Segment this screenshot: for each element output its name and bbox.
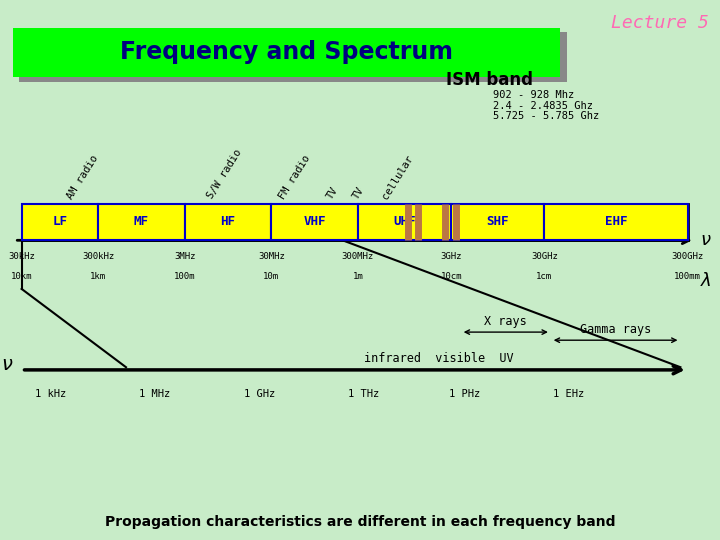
Text: 1 MHz: 1 MHz [139, 389, 171, 399]
Text: Propagation characteristics are different in each frequency band: Propagation characteristics are differen… [104, 515, 616, 529]
Text: Frequency and Spectrum: Frequency and Spectrum [120, 40, 453, 64]
Text: TV: TV [325, 185, 341, 201]
Text: 3GHz: 3GHz [441, 252, 462, 261]
Text: 3MHz: 3MHz [174, 252, 196, 261]
Text: Lecture 5: Lecture 5 [611, 14, 709, 31]
Bar [22, 204, 98, 240]
Text: 2.4 - 2.4835 Ghz: 2.4 - 2.4835 Ghz [493, 100, 593, 111]
Bar [13, 28, 560, 77]
Bar [358, 204, 451, 240]
Text: 300GHz: 300GHz [672, 252, 703, 261]
Text: 10cm: 10cm [441, 272, 462, 281]
Text: 100m: 100m [174, 272, 196, 281]
Bar [271, 204, 358, 240]
Text: S/W radio: S/W radio [205, 148, 243, 201]
Text: HF: HF [220, 215, 235, 228]
Text: ISM band: ISM band [446, 71, 534, 89]
Text: 1 EHz: 1 EHz [553, 389, 585, 399]
Text: 1 THz: 1 THz [348, 389, 379, 399]
Text: X rays: X rays [485, 315, 527, 328]
Text: 1 PHz: 1 PHz [449, 389, 480, 399]
Text: 1m: 1m [353, 272, 364, 281]
Text: FM radio: FM radio [277, 153, 312, 201]
Text: LF: LF [53, 215, 68, 228]
Text: UHF: UHF [393, 215, 416, 228]
Text: 5.725 - 5.785 Ghz: 5.725 - 5.785 Ghz [493, 111, 600, 121]
Bar [19, 32, 567, 82]
Text: 300kHz: 300kHz [82, 252, 114, 261]
Text: 30kHz: 30kHz [8, 252, 35, 261]
Text: cellular: cellular [380, 153, 415, 201]
Text: 100mm: 100mm [674, 272, 701, 281]
Text: EHF: EHF [605, 215, 627, 228]
Bar [544, 204, 688, 240]
Text: 902 - 928 Mhz: 902 - 928 Mhz [493, 90, 575, 100]
Text: 30GHz: 30GHz [531, 252, 558, 261]
Text: AM radio: AM radio [65, 153, 100, 201]
Text: 1km: 1km [90, 272, 107, 281]
Bar [22, 204, 688, 240]
Text: $\nu$: $\nu$ [1, 355, 14, 374]
Bar [451, 204, 544, 240]
Text: SHF: SHF [487, 215, 509, 228]
Text: $\lambda$: $\lambda$ [700, 272, 711, 289]
Text: 1 GHz: 1 GHz [243, 389, 275, 399]
Text: 300MHz: 300MHz [342, 252, 374, 261]
Text: 10m: 10m [264, 272, 279, 281]
Text: MF: MF [134, 215, 149, 228]
Text: infrared  visible  UV: infrared visible UV [364, 352, 513, 365]
Text: Gamma rays: Gamma rays [580, 323, 651, 336]
Text: $\nu$: $\nu$ [700, 231, 711, 249]
Bar [98, 204, 185, 240]
Text: VHF: VHF [303, 215, 326, 228]
Text: 10km: 10km [11, 272, 32, 281]
Text: TV: TV [351, 185, 366, 201]
Bar [185, 204, 271, 240]
Text: 1 kHz: 1 kHz [35, 389, 66, 399]
Text: 1cm: 1cm [536, 272, 552, 281]
Text: 30MHz: 30MHz [258, 252, 285, 261]
